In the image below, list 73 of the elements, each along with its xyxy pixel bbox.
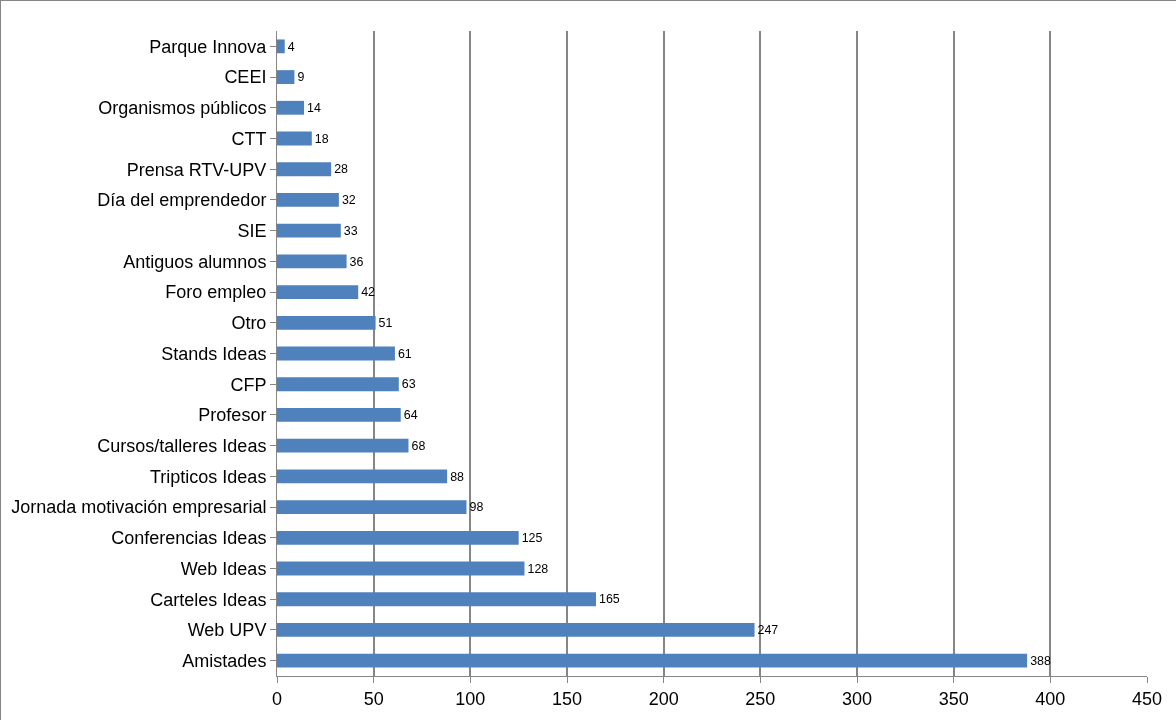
y-tick-label: Web UPV: [187, 620, 267, 641]
x-tick-label: 0: [271, 688, 283, 709]
data-label: 32: [341, 193, 356, 208]
y-tick-label: SIE: [237, 220, 267, 241]
data-label: 33: [343, 223, 358, 238]
x-tick-label: 450: [1131, 688, 1163, 709]
y-tick-label: CTT: [231, 128, 267, 149]
bar: [277, 408, 401, 422]
bar: [277, 377, 399, 392]
x-tick-label: 50: [363, 688, 384, 709]
data-label: 125: [521, 530, 543, 545]
y-tick-label: Parque Innova: [149, 36, 268, 57]
bar: [277, 285, 359, 299]
bar: [277, 100, 305, 115]
bar: [277, 500, 467, 514]
y-tick-label: Foro empleo: [165, 282, 267, 303]
y-tick-label: Otro: [231, 313, 267, 334]
x-tick-label: 100: [455, 688, 486, 709]
bar: [277, 254, 347, 269]
data-label: 9: [297, 70, 305, 85]
x-tick-label: 200: [648, 688, 679, 709]
data-label: 165: [599, 592, 620, 607]
data-label: 18: [314, 131, 329, 146]
bar: [277, 70, 295, 84]
data-label: 64: [403, 408, 418, 423]
bar: [277, 592, 596, 607]
y-tick-label: Cursos/talleres Ideas: [97, 435, 267, 456]
bar: [277, 346, 395, 361]
data-label: 63: [401, 377, 416, 392]
y-tick-label: Profesor: [198, 405, 267, 426]
bar: [277, 131, 312, 146]
y-tick-label: Web Ideas: [180, 558, 267, 579]
bar: [277, 162, 332, 177]
data-label: 51: [378, 315, 393, 330]
data-label: 68: [411, 438, 426, 453]
bar: [277, 623, 755, 637]
data-label: 14: [307, 100, 321, 115]
data-label: 42: [361, 285, 376, 300]
y-tick-label: Organismos públicos: [98, 98, 267, 119]
bar: [277, 223, 341, 238]
y-tick-label: Jornada motivación empresarial: [11, 497, 267, 518]
y-tick-label: Prensa RTV-UPV: [126, 159, 267, 180]
data-label: 61: [397, 346, 412, 361]
y-tick-label: Stands Ideas: [161, 343, 267, 364]
y-tick-label: Tripticos Ideas: [150, 466, 267, 487]
y-tick-label: Antiguos alumnos: [123, 251, 267, 272]
data-label: 88: [450, 469, 465, 484]
data-label: 36: [349, 254, 364, 269]
data-label: 388: [1030, 653, 1051, 668]
x-tick-label: 400: [1035, 688, 1066, 709]
bar: [277, 438, 409, 453]
y-tick-label: Amistades: [182, 650, 267, 671]
data-label: 247: [757, 623, 779, 638]
data-label: 98: [469, 500, 484, 515]
bar: [277, 469, 448, 484]
bar: [277, 193, 339, 207]
bar: [277, 561, 525, 576]
y-tick-label: Carteles Ideas: [150, 589, 267, 610]
bar: [277, 39, 285, 54]
x-tick-label: 250: [745, 688, 776, 709]
x-tick-label: 150: [551, 688, 583, 709]
x-tick-label: 300: [841, 688, 873, 709]
data-label: 4: [287, 39, 295, 54]
bar: [277, 530, 519, 545]
bar: [277, 653, 1028, 668]
x-tick-label: 350: [938, 688, 969, 709]
y-tick-label: CEEI: [224, 67, 267, 88]
data-label: 28: [334, 162, 349, 177]
y-tick-label: Conferencias Ideas: [111, 528, 267, 549]
bar: [277, 315, 376, 330]
y-tick-label: Día del emprendedor: [97, 190, 267, 211]
data-label: 128: [527, 561, 549, 576]
y-tick-label: CFP: [230, 374, 267, 395]
